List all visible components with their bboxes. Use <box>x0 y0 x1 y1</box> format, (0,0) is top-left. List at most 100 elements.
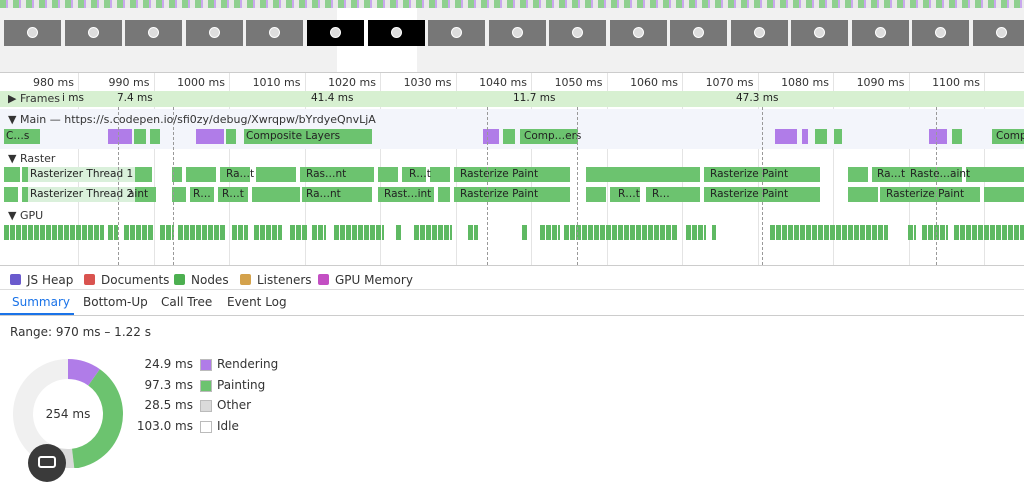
ruler-label: 1050 ms <box>545 76 603 89</box>
ruler-label: 980 ms <box>16 76 74 89</box>
thumbnail <box>852 20 909 46</box>
thumbnail <box>610 20 667 46</box>
gpu-event <box>564 225 678 240</box>
checkbox[interactable] <box>10 274 21 285</box>
thumbnail <box>670 20 727 46</box>
legend-label: Painting <box>217 378 265 392</box>
raster-event-label: Raste…aint <box>910 167 970 182</box>
overview-strip <box>0 0 1024 8</box>
raster-event <box>172 187 186 202</box>
thumbnail <box>186 20 243 46</box>
ruler-label: 1100 ms <box>922 76 980 89</box>
summary-donut: 254 ms <box>0 340 140 468</box>
raster-event-label: Ra…nt <box>306 187 341 202</box>
legend-value: 28.5 ms <box>120 398 193 412</box>
main-event <box>815 129 827 144</box>
donut-total: 254 ms <box>46 407 91 421</box>
main-text: Main — https://s.codepen.io/sfi0zy/debug… <box>20 113 376 126</box>
gpu-event <box>712 225 716 240</box>
raster-event-label: Rasterize Paint <box>710 187 788 202</box>
main-event <box>952 129 962 144</box>
ruler-label: 1070 ms <box>696 76 754 89</box>
ruler-label: 1000 ms <box>167 76 225 89</box>
frame-marker <box>173 107 174 265</box>
checkbox-label: GPU Memory <box>335 273 413 287</box>
main-event <box>503 129 515 144</box>
main-event <box>124 129 132 144</box>
legend-swatch <box>200 421 212 433</box>
raster-event <box>586 167 700 182</box>
raster-event <box>186 167 216 182</box>
main-event <box>834 129 842 144</box>
ruler-label: 1030 ms <box>394 76 452 89</box>
raster-event-label: Rast…int <box>384 187 431 202</box>
ruler-label: 1090 ms <box>847 76 905 89</box>
checkbox[interactable] <box>174 274 185 285</box>
main-event-label: C…s <box>6 129 29 144</box>
raster-event-label: Ras…nt <box>306 167 346 182</box>
raster-text: Raster <box>20 152 55 165</box>
ruler-label: 11 <box>998 76 1024 89</box>
raster-event <box>252 187 300 202</box>
frames-label[interactable]: ▶ Frames <box>8 91 60 106</box>
legend-label: Idle <box>217 419 239 433</box>
raster-event <box>378 167 398 182</box>
gpu-event <box>908 225 916 240</box>
main-label[interactable]: ▼ Main — https://s.codepen.io/sfi0zy/deb… <box>8 112 376 127</box>
checkbox-label: JS Heap <box>27 273 73 287</box>
gpu-label[interactable]: ▼ GPU <box>8 208 43 223</box>
raster-event <box>4 187 18 202</box>
main-event-label: Comp <box>996 129 1024 144</box>
frame-marker <box>936 107 937 265</box>
frame-marker <box>118 107 119 265</box>
legend-label: Other <box>217 398 251 412</box>
thumbnail <box>368 20 425 46</box>
thumbnail <box>731 20 788 46</box>
main-event <box>802 129 808 144</box>
raster-event-label: R… <box>193 187 211 202</box>
divider <box>0 315 1024 316</box>
raster-event-label: R…t <box>409 167 431 182</box>
ruler-label: 1020 ms <box>318 76 376 89</box>
tab[interactable]: Bottom-Up <box>83 295 148 309</box>
gpu-event <box>540 225 560 240</box>
frame-duration: 11.7 ms <box>513 91 555 106</box>
gpu-event <box>232 225 248 240</box>
tab[interactable]: Call Tree <box>161 295 212 309</box>
thumbnail <box>791 20 848 46</box>
raster-label[interactable]: ▼ Raster <box>8 151 55 166</box>
legend-swatch <box>200 359 212 371</box>
checkbox[interactable] <box>240 274 251 285</box>
tab[interactable]: Event Log <box>227 295 287 309</box>
checkbox[interactable] <box>318 274 329 285</box>
thumbnail <box>912 20 969 46</box>
checkbox[interactable] <box>84 274 95 285</box>
tab[interactable]: Summary <box>12 295 70 309</box>
raster-event <box>256 167 296 182</box>
gpu-event <box>254 225 282 240</box>
main-event <box>226 129 236 144</box>
legend-value: 24.9 ms <box>120 357 193 371</box>
frame-marker <box>577 107 578 265</box>
raster-event-label: Ra…t <box>226 167 254 182</box>
thumbnail <box>489 20 546 46</box>
raster-event-label: Rasterize Paint <box>460 167 538 182</box>
thumbnail <box>973 20 1024 46</box>
raster-event <box>966 167 1024 182</box>
raster-event <box>848 187 878 202</box>
legend-swatch <box>200 380 212 392</box>
thumbnail <box>4 20 61 46</box>
legend-value: 103.0 ms <box>120 419 193 433</box>
gpu-event <box>522 225 528 240</box>
frames-text: Frames <box>20 92 60 105</box>
ruler-label: 1080 ms <box>771 76 829 89</box>
raster-event-label: R…t <box>618 187 640 202</box>
checkbox-label: Nodes <box>191 273 229 287</box>
gpu-event <box>334 225 384 240</box>
thumbnail <box>428 20 485 46</box>
main-event <box>483 129 499 144</box>
gpu-event <box>4 225 104 240</box>
raster-event <box>430 167 450 182</box>
camera-button[interactable] <box>28 444 66 482</box>
